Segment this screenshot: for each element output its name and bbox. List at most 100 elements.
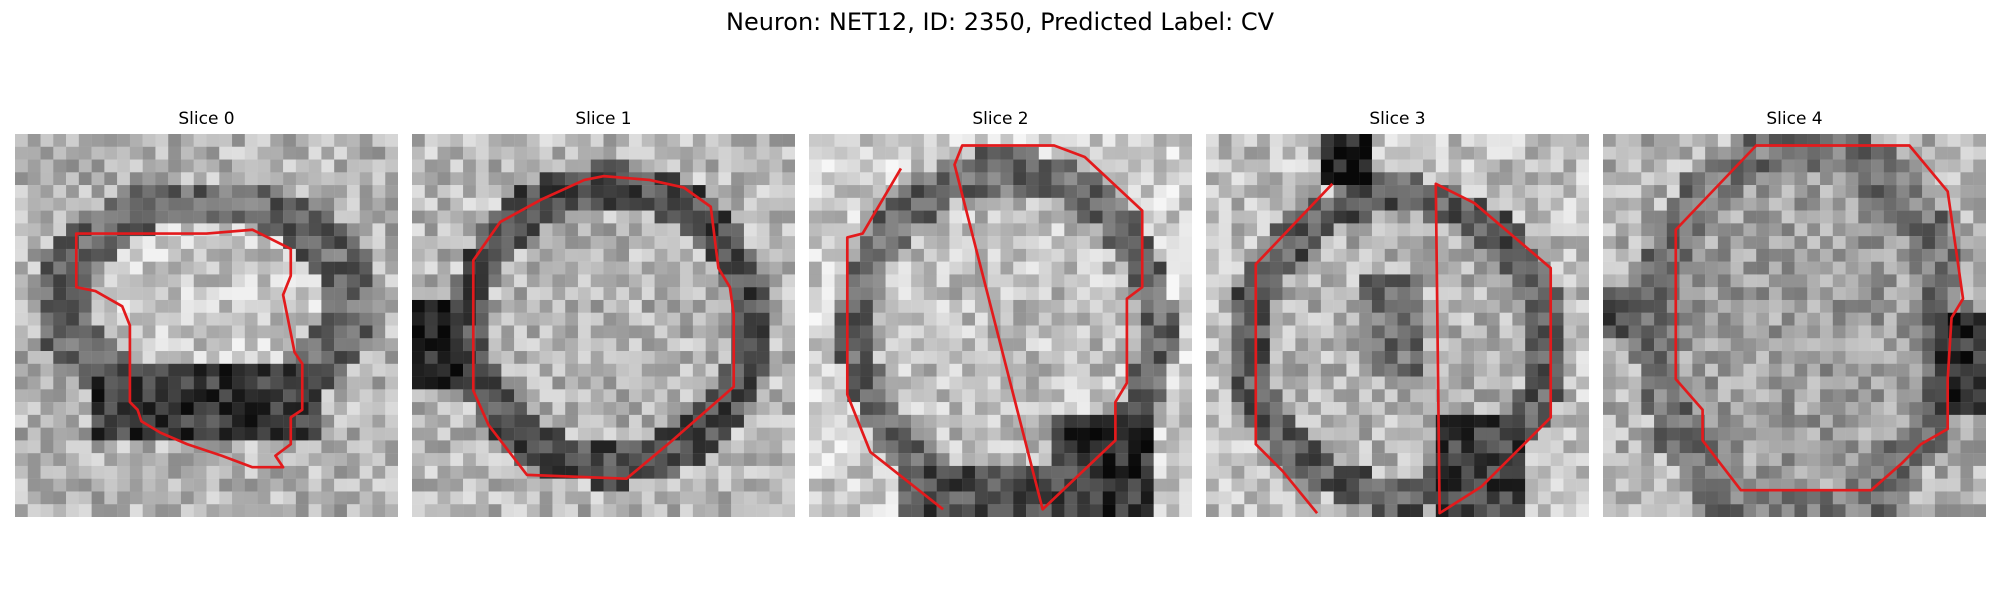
pixel xyxy=(424,134,438,147)
pixel xyxy=(1423,287,1436,301)
pixel xyxy=(911,287,925,301)
pixel xyxy=(1845,236,1859,250)
pixel xyxy=(1922,210,1936,224)
pixel xyxy=(1603,427,1616,441)
pixel xyxy=(1128,223,1142,237)
pixel xyxy=(168,402,182,416)
pixel xyxy=(1179,363,1192,377)
pixel xyxy=(539,453,553,467)
pixel xyxy=(629,236,642,250)
pixel xyxy=(1231,363,1245,377)
pixel xyxy=(962,172,976,186)
pixel xyxy=(936,223,950,237)
pixel xyxy=(1064,223,1078,237)
pixel xyxy=(1973,478,1986,492)
pixel xyxy=(1115,427,1129,441)
pixel xyxy=(1410,465,1424,479)
pixel xyxy=(257,453,271,467)
pixel xyxy=(936,197,950,211)
pixel xyxy=(1922,197,1936,211)
pixel xyxy=(834,146,848,160)
pixel xyxy=(1257,325,1271,339)
pixel xyxy=(193,402,207,416)
pixel xyxy=(1550,274,1564,288)
pixel xyxy=(616,185,630,199)
pixel xyxy=(1563,478,1577,492)
pixel xyxy=(1743,491,1757,505)
pixel xyxy=(1756,210,1770,224)
pixel xyxy=(1115,236,1129,250)
pixel xyxy=(142,504,156,517)
pixel xyxy=(1179,159,1192,173)
pixel xyxy=(1537,376,1551,390)
pixel xyxy=(616,338,630,352)
pixel xyxy=(180,197,194,211)
pixel xyxy=(987,376,1001,390)
pixel xyxy=(40,287,54,301)
pixel xyxy=(590,287,604,301)
pixel xyxy=(1486,478,1500,492)
pixel xyxy=(1628,389,1642,403)
pixel xyxy=(257,261,271,275)
pixel xyxy=(53,134,67,147)
pixel xyxy=(923,261,937,275)
pixel xyxy=(372,389,386,403)
pixel xyxy=(1576,351,1589,364)
pixel xyxy=(1115,312,1129,326)
pixel xyxy=(129,261,143,275)
pixel xyxy=(987,402,1001,416)
pixel xyxy=(654,248,668,262)
pixel xyxy=(1550,402,1564,416)
pixel xyxy=(1448,312,1462,326)
pixel xyxy=(1576,376,1589,390)
pixel xyxy=(641,465,655,479)
pixel xyxy=(1410,338,1424,352)
pixel xyxy=(885,236,899,250)
pixel xyxy=(552,338,566,352)
pixel xyxy=(117,248,131,262)
pixel xyxy=(1525,478,1539,492)
pixel xyxy=(743,414,757,428)
pixel xyxy=(501,402,515,416)
pixel xyxy=(1537,414,1551,428)
pixel xyxy=(577,261,591,275)
pixel xyxy=(949,210,963,224)
pixel xyxy=(911,274,925,288)
pixel xyxy=(1845,312,1859,326)
pixel xyxy=(40,146,54,160)
pixel xyxy=(78,146,92,160)
pixel xyxy=(1423,465,1436,479)
pixel xyxy=(1231,185,1245,199)
pixel xyxy=(911,146,925,160)
pixel xyxy=(15,210,28,224)
pixel xyxy=(1871,261,1885,275)
pixel xyxy=(1743,210,1757,224)
pixel xyxy=(1397,427,1411,441)
pixel xyxy=(1973,146,1986,160)
pixel xyxy=(1756,491,1770,505)
pixel xyxy=(1410,376,1424,390)
pixel xyxy=(117,402,131,416)
pixel xyxy=(372,453,386,467)
pixel xyxy=(1384,414,1398,428)
pixel xyxy=(1973,402,1986,416)
pixel xyxy=(412,236,425,250)
pixel xyxy=(1666,504,1680,517)
pixel xyxy=(1038,363,1052,377)
pixel xyxy=(270,491,284,505)
pixel xyxy=(1768,504,1782,517)
pixel xyxy=(27,299,41,313)
pixel xyxy=(346,287,360,301)
pixel xyxy=(1282,159,1296,173)
pixel xyxy=(705,338,719,352)
pixel xyxy=(1295,197,1309,211)
pixel xyxy=(232,236,245,250)
pixel xyxy=(206,504,220,517)
pixel xyxy=(577,338,591,352)
pixel xyxy=(847,440,861,454)
pixel xyxy=(756,197,770,211)
pixel xyxy=(1077,478,1091,492)
pixel xyxy=(1499,146,1513,160)
pixel xyxy=(1153,338,1167,352)
pixel xyxy=(1461,363,1475,377)
